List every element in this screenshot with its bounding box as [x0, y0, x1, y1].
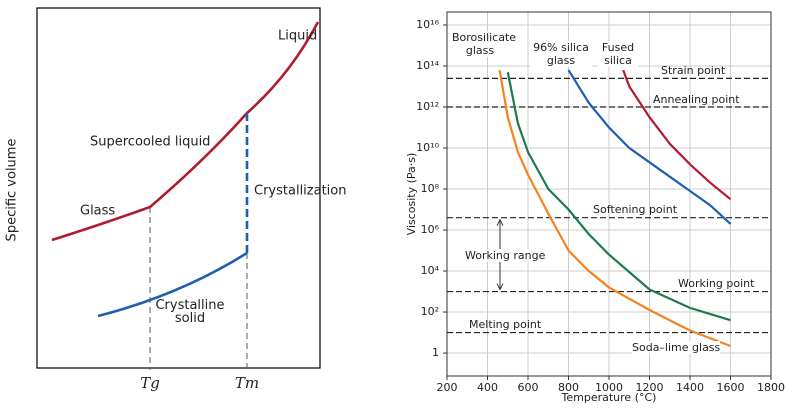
series-label: 96% silica glass	[530, 41, 592, 67]
plot-frame	[446, 11, 772, 377]
series-line	[506, 71, 731, 322]
reference-label: Working point	[678, 276, 755, 290]
series-label: Borosilicate glass	[452, 31, 517, 57]
annotation: Glass	[80, 204, 115, 219]
annotation: Liquid	[278, 29, 317, 44]
annotation: Crystalline solid	[155, 298, 225, 326]
y-label: Specific volume	[5, 139, 20, 242]
y-label: Viscosity (Pa·s)	[405, 153, 418, 236]
annotation: Working range	[465, 249, 546, 262]
frame	[36, 7, 321, 369]
x-tick-label: 600	[518, 381, 539, 394]
reference-label: Melting point	[469, 317, 542, 331]
y-tick-label: 10⁸	[421, 182, 440, 195]
x-tick-label: 400	[477, 381, 498, 394]
tick-label: Tg	[140, 374, 160, 392]
series-label: Soda–lime glass	[632, 341, 721, 354]
annotation: Crystallization	[254, 184, 346, 199]
reference-label: Annealing point	[653, 93, 740, 106]
arrow-head	[496, 283, 504, 291]
x-tick-label: 1800	[757, 381, 785, 394]
y-tick-label: 10²	[421, 305, 439, 318]
y-tick-label: 10⁶	[421, 223, 440, 236]
y-tick-label: 10¹⁰	[416, 141, 439, 154]
y-tick-label: 10¹⁶	[416, 18, 439, 31]
series-line	[622, 69, 732, 201]
reference-label: Softening point	[593, 202, 678, 216]
volume-curve	[51, 21, 320, 242]
arrow-head	[496, 218, 504, 226]
tick-label: Tm	[235, 374, 259, 392]
reference-label: Strain point	[661, 64, 726, 78]
x-tick-label: 1400	[676, 381, 704, 394]
y-tick-label: 10⁴	[421, 264, 440, 277]
annotation: Supercooled liquid	[90, 135, 210, 150]
x-label: Temperature (°C)	[561, 391, 657, 404]
series-line	[567, 69, 732, 225]
series-label: Fused silica	[598, 41, 638, 67]
y-tick-label: 10¹²	[416, 100, 439, 113]
crystal-curve	[97, 251, 248, 318]
y-tick-label: 10¹⁴	[416, 59, 439, 72]
x-tick-label: 1200	[636, 381, 664, 394]
x-tick-label: 1000	[595, 381, 623, 394]
x-tick-label: 800	[558, 381, 579, 394]
x-tick-label: 1600	[717, 381, 745, 394]
x-tick-label: 200	[437, 381, 458, 394]
y-tick-label: 1	[432, 346, 439, 359]
series-line	[498, 69, 731, 348]
